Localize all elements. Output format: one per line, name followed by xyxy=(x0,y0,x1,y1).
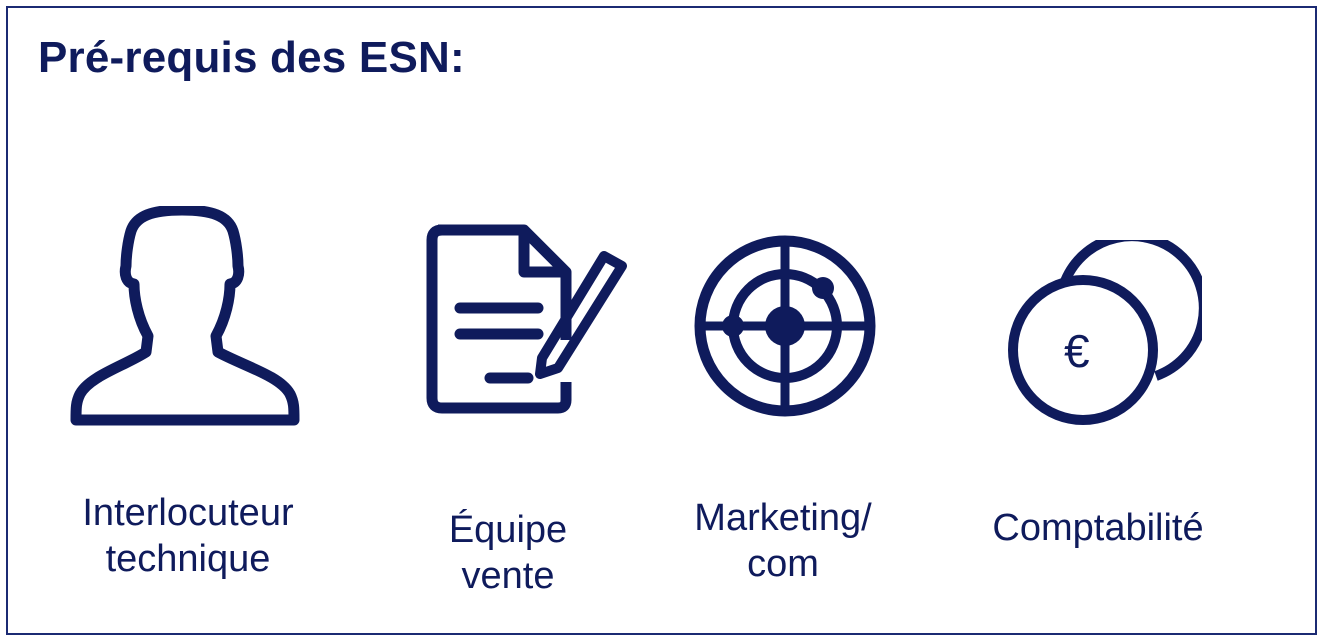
target-icon xyxy=(690,234,880,424)
person-icon xyxy=(68,206,300,426)
page-title: Pré-requis des ESN: xyxy=(38,33,465,82)
label-marketing-com: Marketing/ com xyxy=(658,496,908,587)
label-comptabilite: Comptabilité xyxy=(958,506,1238,552)
label-line-1: Équipe xyxy=(448,509,568,551)
label-line-1: Marketing/ xyxy=(694,497,872,539)
prerequisites-panel: Pré-requis des ESN: xyxy=(6,6,1317,635)
label-line-1: Comptabilité xyxy=(992,507,1204,549)
label-line-1: Interlocuteur xyxy=(82,492,294,534)
label-equipe-vente: Équipe vente xyxy=(408,508,608,599)
label-line-2: vente xyxy=(461,554,555,597)
label-line-2: technique xyxy=(105,537,271,580)
label-line-2: com xyxy=(747,542,819,585)
euro-symbol: € xyxy=(1064,325,1090,377)
document-pen-icon xyxy=(424,222,634,416)
euro-coins-icon xyxy=(1006,240,1202,430)
label-interlocuteur-technique: Interlocuteur technique xyxy=(28,491,348,582)
